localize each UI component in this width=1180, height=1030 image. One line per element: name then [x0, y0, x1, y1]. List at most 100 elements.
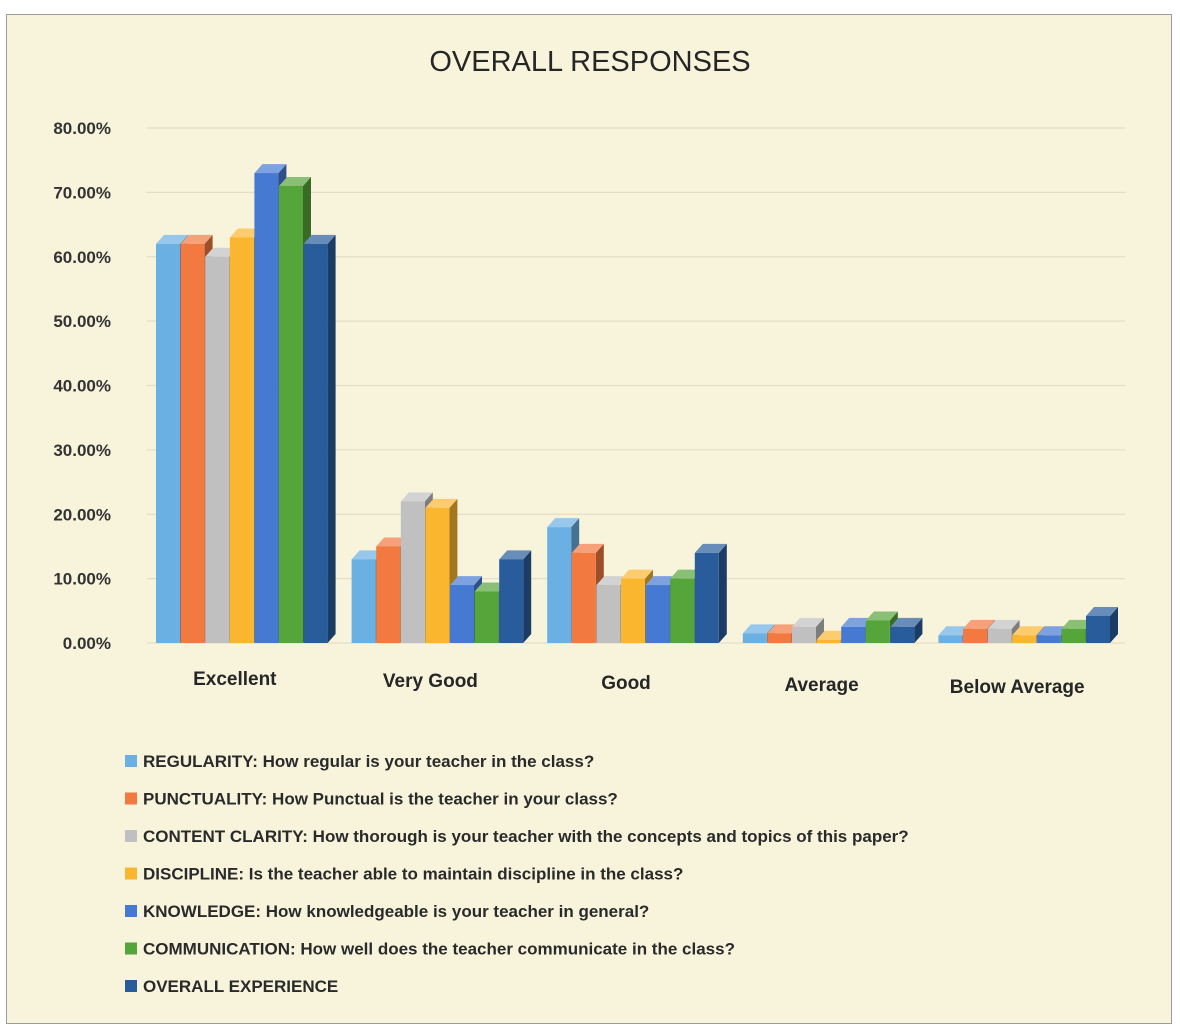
legend-swatch [125, 905, 137, 917]
x-tick-label: Excellent [193, 669, 277, 690]
bar-front [865, 620, 890, 643]
legend-item: REGULARITY: How regular is your teacher … [125, 752, 594, 771]
legend-label: KNOWLEDGE: How knowledgeable is your tea… [143, 902, 649, 921]
bar-top [694, 543, 727, 553]
legend: REGULARITY: How regular is your teacher … [125, 752, 909, 996]
chart-title: OVERALL RESPONSES [429, 46, 750, 78]
bar-front [938, 635, 963, 643]
bar-top [180, 234, 213, 244]
bar-front [816, 639, 841, 643]
bar-front [1012, 635, 1037, 643]
bar-front [499, 559, 524, 643]
bar-top [474, 582, 507, 592]
y-tick-label: 60.00% [53, 248, 111, 267]
bar-front [205, 256, 230, 643]
bar-front [571, 552, 596, 643]
bar-top [499, 550, 532, 560]
bar-front [645, 585, 670, 643]
legend-swatch [125, 980, 137, 992]
bar-top [963, 619, 995, 629]
bar-top [279, 176, 311, 186]
bar-top [400, 492, 433, 502]
y-tick-label: 70.00% [53, 183, 111, 202]
bar-top [670, 569, 703, 579]
bar-top [890, 617, 923, 627]
bar-top [205, 247, 238, 257]
legend-item: COMMUNICATION: How well does the teacher… [125, 940, 735, 959]
legend-label: PUNCTUALITY: How Punctual is the teacher… [143, 790, 618, 809]
bar-front [841, 626, 866, 643]
bar [890, 617, 923, 643]
bar-side [816, 617, 824, 643]
legend-swatch [125, 755, 137, 767]
bar-top [645, 576, 678, 586]
bar-top [1036, 626, 1069, 636]
bar-front [792, 626, 816, 643]
bar-front [351, 559, 376, 643]
bar-front [742, 633, 767, 643]
y-tick-label: 0.00% [63, 634, 111, 653]
bar-top [792, 617, 824, 627]
bar-front [180, 243, 205, 643]
bar-front [474, 591, 499, 643]
legend-swatch [125, 830, 137, 842]
x-tick-label: Average [784, 675, 858, 696]
bar-top [742, 624, 775, 634]
bar-top [816, 630, 849, 640]
legend-item: KNOWLEDGE: How knowledgeable is your tea… [125, 902, 649, 921]
bar-front [670, 578, 695, 643]
bar-top [547, 518, 580, 528]
bar-top [351, 550, 384, 560]
bar-front [400, 501, 425, 643]
bar-side [523, 550, 532, 643]
bar-front [963, 628, 987, 643]
legend-swatch [125, 867, 137, 880]
bar-front [694, 552, 719, 643]
y-tick-label: 50.00% [53, 312, 111, 331]
bar-top [254, 164, 287, 174]
legend-label: CONTENT CLARITY: How thorough is your te… [143, 827, 909, 846]
legend-swatch [125, 792, 137, 805]
bars [156, 164, 1118, 643]
bar-top [596, 576, 629, 586]
legend-item: DISCIPLINE: Is the teacher able to maint… [125, 865, 683, 884]
bar-top [229, 228, 262, 238]
bar-top [376, 537, 409, 547]
bar-front [596, 585, 621, 643]
x-tick-label: Below Average [950, 677, 1085, 698]
bar-top [767, 624, 800, 634]
legend-swatch [125, 942, 137, 955]
legend-label: REGULARITY: How regular is your teacher … [143, 752, 594, 771]
y-tick-label: 40.00% [53, 377, 111, 396]
bar-top [865, 611, 898, 621]
y-tick-label: 80.00% [53, 119, 111, 138]
bar-front [1086, 615, 1110, 643]
bar [792, 617, 824, 643]
legend-item: CONTENT CLARITY: How thorough is your te… [125, 827, 909, 846]
bar-top [156, 234, 188, 244]
bar-front [890, 626, 915, 643]
x-tick-label: Very Good [383, 671, 478, 692]
bar-side [914, 617, 923, 643]
bar [694, 543, 727, 643]
y-tick-label: 20.00% [53, 505, 111, 524]
bar-top [450, 576, 482, 586]
bar-top [425, 498, 458, 508]
legend-label: OVERALL EXPERIENCE [143, 977, 338, 996]
y-tick-label: 10.00% [53, 570, 111, 589]
y-tick-label: 30.00% [53, 441, 111, 460]
bar-top [1086, 606, 1118, 616]
bar [499, 550, 532, 643]
bar-front [425, 507, 450, 643]
bar [303, 234, 336, 643]
bar-front [1036, 635, 1061, 643]
bar-top [621, 569, 653, 579]
bar-top [938, 626, 971, 636]
bar-front [1061, 628, 1086, 643]
bar-front [254, 173, 279, 643]
x-tick-label: Good [601, 673, 651, 694]
bar-top [1061, 619, 1094, 629]
bar-front [376, 546, 401, 643]
bar-front [547, 527, 572, 643]
legend-item: OVERALL EXPERIENCE [125, 977, 338, 996]
